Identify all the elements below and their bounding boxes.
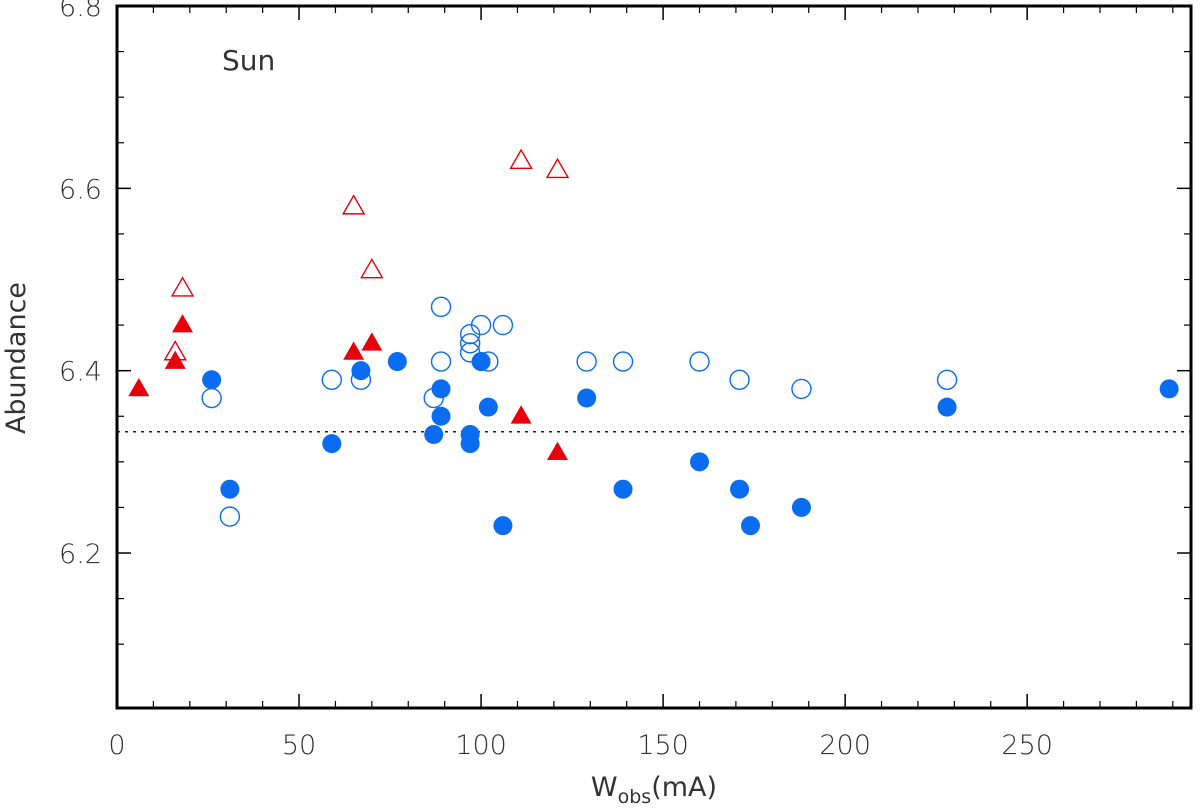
open-circle-point xyxy=(478,351,499,372)
open-triangle-point xyxy=(545,157,570,179)
open-circle-point xyxy=(936,369,958,390)
open-circle-point xyxy=(689,351,710,372)
x-tick-label: 200 xyxy=(819,730,871,761)
filled-circle-point xyxy=(431,379,451,399)
open-triangle-point xyxy=(163,340,187,361)
x-tick-label: 250 xyxy=(1001,730,1053,761)
filled-circle-point xyxy=(791,497,811,517)
filled-circle-point xyxy=(740,516,760,536)
y-tick-label: 6.6 xyxy=(59,174,102,205)
open-circle-point xyxy=(576,351,597,372)
open-triangle-point xyxy=(341,194,366,215)
filled-circle-point xyxy=(690,452,710,472)
data-points xyxy=(128,148,1179,536)
y-tick-label: 6.4 xyxy=(59,357,102,388)
filled-circle-point xyxy=(478,397,498,417)
x-axis-title-sub: obs xyxy=(618,786,652,808)
open-circle-point xyxy=(492,314,514,336)
filled-circle-point xyxy=(577,388,597,408)
filled-circle-point xyxy=(202,370,222,390)
x-axis-title-rest: (mA) xyxy=(651,772,717,803)
x-tick-label: 100 xyxy=(455,730,507,761)
open-triangle-point xyxy=(170,276,195,297)
open-circle-point xyxy=(430,296,452,318)
open-circle-point xyxy=(612,351,634,372)
filled-circle-point xyxy=(937,397,957,417)
open-triangle-point xyxy=(360,258,384,279)
y-tick-label: 6.2 xyxy=(59,539,102,570)
open-circle-point xyxy=(350,369,372,390)
y-tick-label: 6.8 xyxy=(59,0,102,23)
x-axis-title: Wobs(mA) xyxy=(591,772,717,808)
sun-annotation: Sun xyxy=(222,44,275,77)
open-triangle-point xyxy=(509,148,533,169)
open-circle-point xyxy=(729,369,750,390)
axis-ticks xyxy=(116,5,1191,708)
filled-circle-point xyxy=(493,516,513,536)
filled-circle-point xyxy=(424,424,444,444)
x-axis-title-main: W xyxy=(591,772,618,803)
filled-triangle-point xyxy=(172,314,194,333)
filled-triangle-point xyxy=(547,441,569,461)
filled-circle-point xyxy=(460,434,480,454)
filled-triangle-point xyxy=(361,332,383,351)
filled-circle-point xyxy=(613,479,633,499)
open-circle-point xyxy=(219,506,241,527)
x-tick-label: 0 xyxy=(108,730,125,761)
open-circle-point xyxy=(459,333,481,354)
tick-labels: 0 50 100 150 200 250 6.2 6.4 6.6 6.8 xyxy=(59,0,1053,761)
open-circle-point xyxy=(201,387,222,409)
filled-triangle-point xyxy=(510,405,532,424)
filled-circle-point xyxy=(220,479,240,499)
open-circle-point xyxy=(430,351,452,372)
x-tick-label: 50 xyxy=(282,730,316,761)
open-circle-point xyxy=(423,387,444,409)
plot-frame xyxy=(115,4,1193,710)
filled-circle-point xyxy=(730,479,750,499)
open-circle-point xyxy=(470,314,492,336)
y-axis-title: Abundance xyxy=(1,282,32,434)
filled-circle-point xyxy=(471,352,491,372)
filled-triangle-point xyxy=(128,377,150,397)
open-circle-point xyxy=(791,378,812,400)
filled-triangle-point xyxy=(343,341,365,360)
open-circle-point xyxy=(321,369,342,390)
filled-circle-point xyxy=(322,434,342,454)
filled-circle-point xyxy=(431,406,451,426)
x-tick-label: 150 xyxy=(637,730,689,761)
filled-circle-point xyxy=(387,352,407,372)
open-circle-point xyxy=(459,342,481,363)
filled-circle-point xyxy=(1159,379,1179,399)
